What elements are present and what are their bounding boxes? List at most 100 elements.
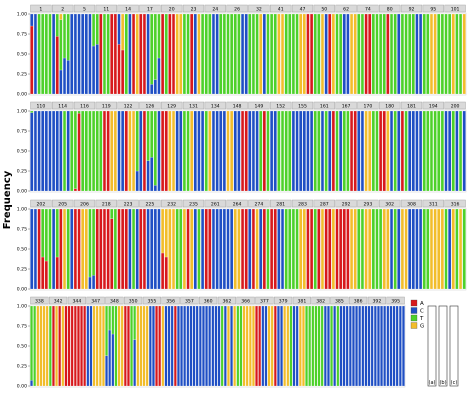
facet-position-label: 347 [91,299,100,305]
bar-segment [135,13,139,95]
facet-position-label: 74 [365,7,371,13]
bar-segment [153,185,157,192]
bar-segment [132,13,136,95]
bar-segment [48,110,52,192]
bar-segment [273,110,277,192]
facet-position-label: 24 [212,7,218,13]
y-tick-label: 0.25 [17,364,27,370]
bar-segment [55,36,59,95]
bar-segment [150,84,154,95]
bar-segment [277,110,281,192]
bar-segment [124,13,128,95]
facet-position-label: 356 [166,299,175,305]
bar-segment [382,208,386,290]
bar-segment [259,13,263,95]
facet-position-label: 194 [429,104,438,110]
bar-segment [161,305,165,387]
bar-segment [270,13,274,95]
facet-strip [182,101,205,110]
bar-segment [70,13,74,95]
facet-position-label: 50 [321,7,327,13]
bar-segment [226,13,230,95]
facet-strip [30,4,52,13]
facet-strip [86,296,105,305]
bar-segment [273,208,277,290]
facet-position-label: 148 [233,104,242,110]
bar-segment [295,208,299,290]
bar-segment [251,110,255,192]
bar-segment [426,13,430,95]
bar-segment [389,305,393,387]
bar-segment [164,110,168,192]
bar-segment [62,208,67,290]
bar-segment [226,208,230,290]
bar-segment [273,305,277,387]
bar-segment [44,260,48,290]
bar-segment [280,110,285,192]
bar-segment [415,110,419,192]
facet-position-label: 14 [125,7,131,13]
bar-segment [419,110,423,192]
facet-position-label: 283 [298,202,307,208]
facet-strip [161,296,180,305]
bar-segment [61,305,65,387]
bar-segment [208,13,212,95]
bar-segment [302,305,305,387]
bar-segment [333,305,337,387]
bar-segment [389,13,394,95]
bar-segment [389,208,394,290]
bar-segment [320,305,324,387]
bar-segment [459,208,463,290]
bar-segment [117,208,121,290]
bar-segment [215,208,219,290]
bar-segment [371,13,375,95]
bar-segment [219,13,223,95]
bar-segment [237,13,241,95]
facet-strip [73,101,96,110]
bar-segment [150,208,154,290]
facet-position-label: 274 [255,202,264,208]
bar-segment [345,305,349,387]
facet-strip [182,199,205,208]
bar-segment [288,208,292,290]
bar-segment [95,44,99,95]
bar-segment [135,110,139,172]
bar-segment [230,110,234,192]
bar-segment [368,13,372,95]
bar-segment [448,110,452,192]
panel: 338 342 344 347 348 350 355 356 357 360 362 366 377 3… [17,296,406,390]
facet-position-label: 155 [298,104,307,110]
bar-segment [360,110,364,192]
bar-segment [197,110,201,192]
facet-strip [357,199,379,208]
bar-segment [128,110,132,192]
bar-segment [190,208,194,290]
bar-segment [324,208,328,290]
bar-segment [106,110,110,192]
bar-segment [83,305,87,387]
bar-segment [62,57,67,95]
bar-segment [324,13,328,95]
bar-segment [262,110,266,192]
bar-segment [261,305,265,387]
bar-segment [280,208,285,290]
bar-segment [146,110,150,161]
facet-strip [236,296,255,305]
bar-segment [171,208,176,290]
bar-segment [368,110,372,192]
bar-segment [286,305,290,387]
bar-segment [364,13,368,95]
key-box [438,305,448,387]
bar-segment [331,110,335,192]
bar-segment [408,208,412,290]
facet-strip [161,199,183,208]
bar-segment [299,13,303,95]
facet-strip [248,101,270,110]
bar-segment [437,13,441,95]
bar-segment [59,208,63,290]
bar-segment [173,305,177,387]
bar-segment [204,13,208,95]
facet-strip [422,199,444,208]
facet-strip [182,4,205,13]
bar-segment [313,110,317,192]
